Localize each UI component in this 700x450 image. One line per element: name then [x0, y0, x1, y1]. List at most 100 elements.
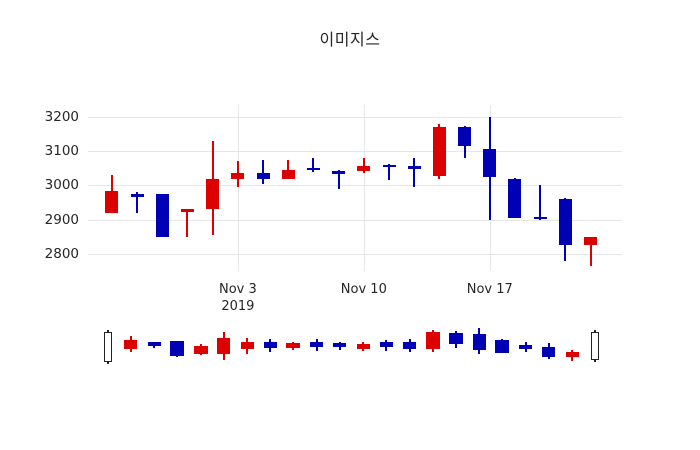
- volume-candlestick: [217, 326, 231, 368]
- gridline-vertical: [237, 105, 239, 271]
- volume-candlestick: [425, 326, 440, 368]
- volume-plot-area: [88, 326, 622, 368]
- candlestick: [231, 105, 245, 271]
- volume-candlestick: [310, 326, 324, 368]
- candlestick-body: [231, 173, 245, 179]
- gridline-horizontal: [88, 116, 622, 118]
- candlestick-wick: [186, 209, 189, 237]
- volume-candlestick: [124, 326, 138, 368]
- candlestick-wick: [589, 236, 592, 266]
- candlestick-body: [458, 127, 472, 147]
- volume-candlestick-body: [147, 342, 161, 346]
- candlestick: [155, 105, 169, 271]
- volume-candlestick: [333, 326, 347, 368]
- candlestick: [130, 105, 144, 271]
- candlestick-wick: [262, 159, 265, 184]
- candlestick-body: [281, 170, 295, 179]
- volume-candlestick-body: [263, 342, 277, 348]
- volume-candlestick: [519, 326, 533, 368]
- candlestick: [256, 105, 270, 271]
- volume-candlestick-body: [333, 343, 347, 347]
- volume-candlestick-body: [403, 342, 417, 349]
- candlestick: [458, 105, 472, 271]
- candlestick: [382, 105, 396, 271]
- candlestick-body: [332, 171, 346, 174]
- candlestick: [306, 105, 320, 271]
- y-axis-tick-label: 2800: [44, 245, 79, 262]
- candlestick-wick: [136, 192, 139, 213]
- volume-candlestick-body: [425, 332, 440, 349]
- candlestick-wick: [388, 164, 390, 181]
- volume-candlestick-body: [217, 338, 231, 354]
- candlestick-body: [584, 237, 597, 246]
- candlestick-body: [306, 167, 320, 171]
- candlestick-body: [357, 165, 371, 172]
- volume-candlestick-body: [170, 341, 185, 356]
- volume-candlestick-body: [495, 340, 510, 353]
- candlestick: [533, 105, 547, 271]
- volume-candlestick: [403, 326, 417, 368]
- volume-candlestick-body: [193, 346, 208, 354]
- volume-candlestick: [170, 326, 185, 368]
- candlestick-wick: [312, 158, 315, 172]
- candlestick-wick: [287, 159, 290, 179]
- candlestick-body: [407, 165, 421, 169]
- page-title: 이미지스: [319, 30, 381, 49]
- x-axis-tick-label: Nov 10: [340, 282, 387, 297]
- volume-candlestick: [448, 326, 463, 368]
- candlestick: [180, 105, 194, 271]
- volume-candlestick: [472, 326, 486, 368]
- candlestick-body: [155, 193, 169, 237]
- volume-candlestick: [147, 326, 161, 368]
- volume-candlestick-body: [124, 340, 138, 349]
- volume-candlestick-body: [379, 342, 393, 347]
- volume-candlestick-body: [356, 344, 370, 349]
- price-plot-area: 2800 2900 3000 3100 3200 Nov 3 2019 Nov 10 Nov…: [45, 105, 622, 314]
- volume-candlestick-body: [448, 333, 463, 344]
- candlestick-body: [130, 193, 144, 198]
- volume-candlestick: [379, 326, 393, 368]
- candlestick-body: [483, 149, 497, 177]
- candlestick-body: [105, 190, 119, 213]
- volume-candlestick-body: [542, 347, 556, 357]
- candlestick-body: [382, 164, 396, 168]
- volume-candlestick-body: [591, 332, 600, 360]
- volume-candlestick: [495, 326, 510, 368]
- candlestick: [332, 105, 346, 271]
- candlestick-body: [432, 127, 446, 176]
- volume-candlestick: [240, 326, 254, 368]
- y-axis-tick-label: 3200: [44, 108, 79, 125]
- y-axis-tick-label: 3100: [44, 143, 79, 160]
- candlestick-body: [256, 173, 270, 179]
- y-axis-tick-label: 3000: [44, 177, 79, 194]
- volume-candlestick-body: [310, 342, 324, 347]
- gridline-horizontal: [88, 185, 622, 187]
- volume-candlestick-body: [240, 342, 254, 349]
- candlestick-body: [180, 209, 194, 212]
- y-axis-tick-label: 2900: [44, 211, 79, 228]
- candlestick: [508, 105, 522, 271]
- volume-candlestick-body: [519, 345, 533, 349]
- candlestick-body: [533, 216, 547, 220]
- volume-candlestick-body: [565, 352, 579, 357]
- x-axis-tick-label: Nov 3 2019: [218, 282, 257, 314]
- candlestick: [432, 105, 446, 271]
- volume-candlestick: [565, 326, 579, 368]
- candlestick-body: [558, 199, 572, 246]
- candlestick-wick: [539, 185, 542, 220]
- candlestick: [206, 105, 220, 271]
- candlestick: [584, 105, 597, 271]
- candlestick-body: [206, 178, 220, 210]
- volume-candlestick: [103, 326, 112, 368]
- volume-candlestick: [286, 326, 301, 368]
- volume-candlestick: [193, 326, 208, 368]
- x-axis-tick-label: Nov 17: [466, 282, 513, 297]
- candlestick: [357, 105, 371, 271]
- candlestick-wick: [413, 158, 416, 188]
- candlestick: [281, 105, 295, 271]
- volume-candlestick: [356, 326, 370, 368]
- candlestick: [483, 105, 497, 271]
- candlestick: [105, 105, 119, 271]
- volume-candlestick-body: [103, 332, 112, 362]
